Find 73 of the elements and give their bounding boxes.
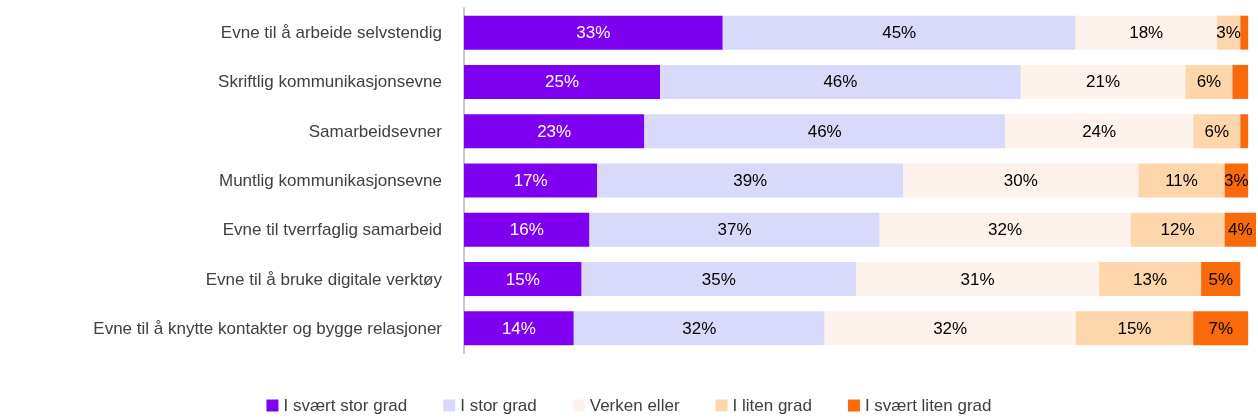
bar [824,311,1076,346]
data-label: 31% [960,269,995,289]
data-label: 15% [505,269,540,289]
y-tick-label: Evne til å arbeide selvstendig [220,23,442,43]
data-label: 24% [1082,121,1117,141]
data-label: 4% [1228,220,1253,240]
y-tick-label: Muntlig kommunikasjonsevne [219,171,442,190]
data-label: 17% [513,171,548,190]
data-label: 12% [1160,220,1195,240]
data-label: 13% [1133,269,1168,289]
data-label: 35% [701,269,736,289]
legend-label: I stor grad [460,396,537,415]
bar [722,15,1076,50]
data-label: 25% [545,72,580,92]
data-label: 45% [882,23,917,43]
bar [581,262,857,297]
legend-label: I liten grad [732,396,812,415]
data-label: 39% [733,171,768,190]
y-tick-label: Skriftlig kommunikasjonsevne [218,72,442,92]
bar [1138,163,1225,198]
y-tick-label: Evne til å knytte kontakter og bygge relasjoner [93,318,443,338]
data-label: 23% [537,121,572,141]
data-label: 5% [1208,269,1233,289]
data-label: 3% [1224,171,1249,190]
legend-label: I svært liten grad [864,396,992,415]
y-tick-label: Samarbeidsevner [308,121,443,141]
data-label: 32% [988,220,1023,240]
bar [1020,64,1186,99]
bar [1193,311,1249,346]
bar [589,212,880,247]
bar [1130,212,1225,247]
legend-label: Verken eller [589,396,680,415]
bar [464,212,590,247]
y-tick-label: Evne til å bruke digitale verktøy [205,269,443,289]
data-label: 46% [807,121,842,141]
bar [1240,114,1249,149]
bar [464,163,598,198]
data-label: 7% [1208,318,1233,338]
bar [1240,15,1249,50]
data-label: 32% [933,318,968,338]
data-label: 6% [1204,121,1230,141]
bar [660,64,1021,99]
data-label: 16% [509,220,544,240]
bar [464,114,645,149]
data-label: 6% [1196,72,1222,92]
data-label: 33% [576,23,611,43]
data-label: 32% [682,318,717,338]
bar [1075,15,1217,50]
bar [573,311,825,346]
data-label: 21% [1086,72,1121,92]
bar [856,262,1100,297]
bar [464,311,574,346]
bar [464,262,582,297]
data-label: 18% [1129,23,1164,43]
bar [1099,262,1202,297]
data-label: 3% [1216,23,1241,43]
bar [903,163,1139,198]
legend-label: I svært stor grad [283,396,408,415]
bar [597,163,904,198]
data-label: 37% [717,220,752,240]
data-label: 30% [1003,171,1038,190]
data-label: 46% [823,72,858,92]
data-label: 14% [501,318,536,338]
data-label: 15% [1117,318,1152,338]
bar [464,64,661,99]
y-tick-label: Evne til tverrfaglig samarbeid [222,220,442,240]
bar [1075,311,1194,346]
bar [879,212,1131,247]
bar [1232,64,1249,99]
data-label: 11% [1165,171,1198,190]
bar [644,114,1006,149]
bar [1005,114,1194,149]
bar [464,15,723,50]
